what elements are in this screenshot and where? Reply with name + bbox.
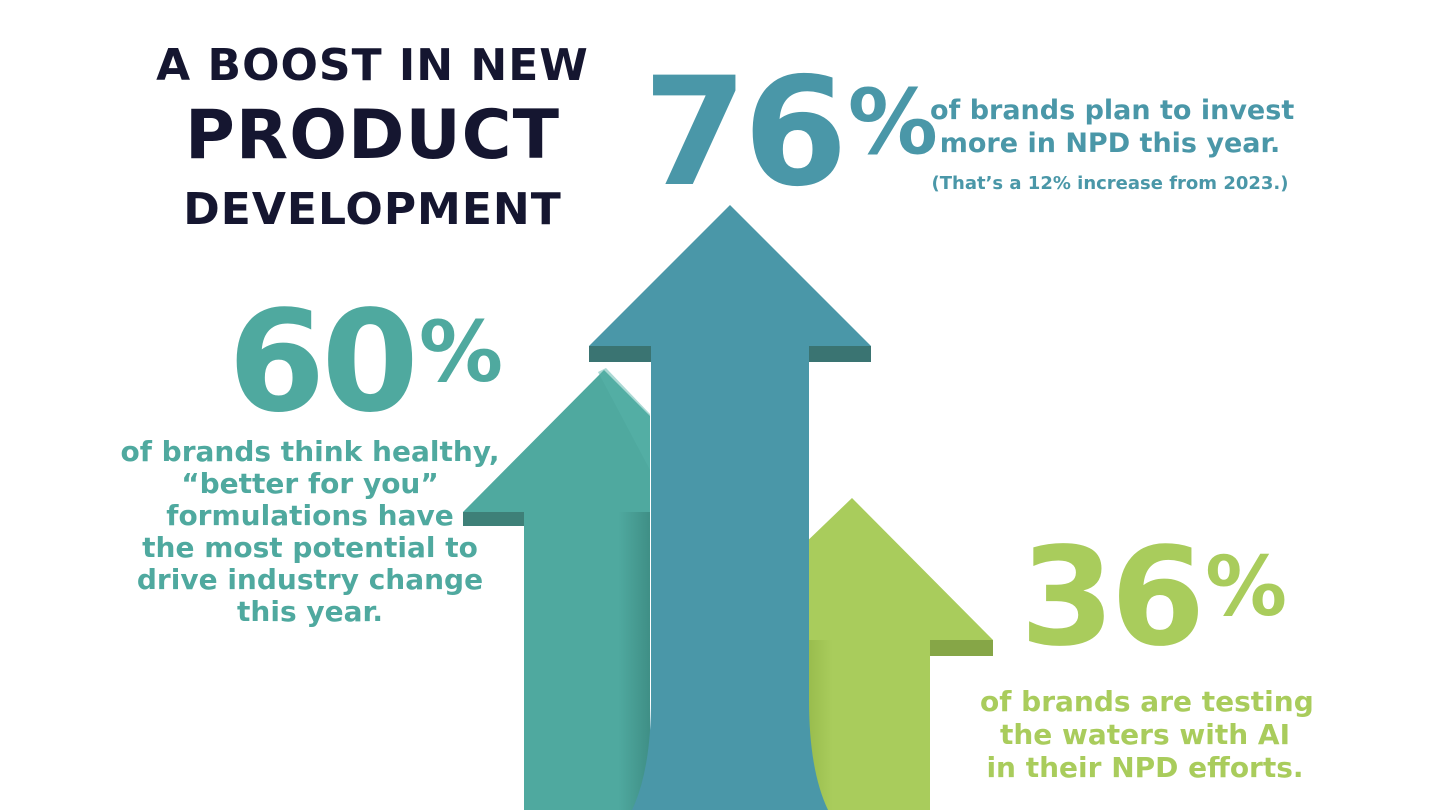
description-line: “better for you” — [181, 466, 439, 500]
description-line: the waters with AI — [999, 718, 1291, 752]
stat-number: 36 — [1020, 519, 1205, 677]
description-line: the most potential to — [142, 530, 478, 564]
percent-sign: % — [418, 302, 503, 401]
title-line-1: A BOOST IN NEW — [156, 40, 589, 91]
description-note: (That’s a 12% increase from 2023.) — [931, 172, 1289, 194]
percent-sign: % — [847, 69, 938, 175]
blue-arrow — [589, 205, 871, 810]
stat-number: 76 — [643, 46, 848, 220]
teal-arrow — [463, 368, 650, 810]
stat-60-description: of brands think healthy, “better for you… — [120, 436, 500, 627]
stat-36-description: of brands are testing the waters with AI… — [980, 685, 1314, 785]
title-line-2: PRODUCT — [185, 96, 560, 175]
description-line: more in NPD this year. — [939, 127, 1281, 159]
description-line: of brands think healthy, — [120, 435, 500, 468]
stat-76-description: of brands plan to invest more in NPD thi… — [930, 95, 1295, 208]
description-line: of brands are testing — [980, 685, 1314, 718]
green-arrow — [800, 498, 993, 810]
stat-36-percent: 36% — [1020, 530, 1287, 666]
description-line: in their NPD efforts. — [986, 751, 1304, 785]
stat-60-percent: 60% — [228, 293, 503, 433]
stat-number: 60 — [228, 281, 419, 444]
description-line: this year. — [237, 594, 383, 628]
description-line: of brands plan to invest — [930, 95, 1295, 126]
description-line: formulations have — [166, 498, 454, 532]
title-line-3: DEVELOPMENT — [183, 184, 562, 235]
stat-76-percent: 76% — [643, 58, 938, 208]
percent-sign: % — [1205, 540, 1288, 636]
description-line: drive industry change — [136, 562, 484, 596]
